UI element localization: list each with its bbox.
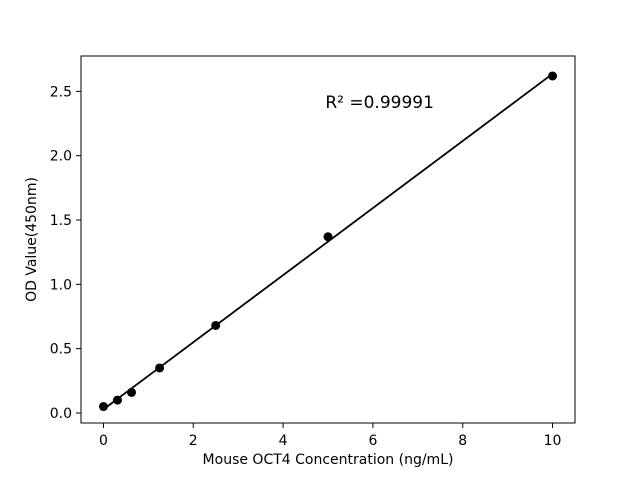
y-axis-label: OD Value(450nm) xyxy=(24,177,40,302)
data-point xyxy=(155,363,165,373)
x-tick-label: 10 xyxy=(544,433,562,449)
y-tick-label: 0.0 xyxy=(50,406,72,422)
data-point xyxy=(98,402,108,412)
x-tick-label: 0 xyxy=(99,433,108,449)
y-tick-label: 2.5 xyxy=(50,84,72,100)
data-point xyxy=(211,320,221,330)
x-tick-label: 2 xyxy=(189,433,198,449)
data-series xyxy=(98,71,558,412)
y-tick-label: 0.5 xyxy=(50,342,72,358)
y-tick-label: 1.0 xyxy=(50,277,72,293)
x-tick-label: 8 xyxy=(458,433,467,449)
data-point xyxy=(323,232,333,242)
axis-ticks: 0 2 4 6 8 10 0.0 0.5 1.0 1.5 2.0 2.5 xyxy=(50,84,562,449)
x-tick-label: 6 xyxy=(368,433,377,449)
y-tick-label: 2.0 xyxy=(50,149,72,165)
data-point xyxy=(127,387,137,397)
data-point xyxy=(112,395,122,405)
x-axis-label: Mouse OCT4 Concentration (ng/mL) xyxy=(203,452,454,468)
r-squared-annotation: R² =0.99991 xyxy=(325,93,434,113)
data-point xyxy=(548,71,558,81)
fit-line xyxy=(102,73,554,411)
x-tick-label: 4 xyxy=(279,433,288,449)
y-tick-label: 1.5 xyxy=(50,213,72,229)
plot-area-border xyxy=(80,55,576,424)
